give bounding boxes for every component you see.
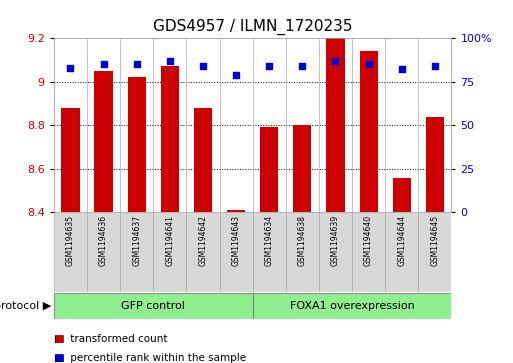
Bar — [392, 178, 411, 212]
Text: GSM1194639: GSM1194639 — [331, 215, 340, 266]
Text: GSM1194641: GSM1194641 — [165, 215, 174, 266]
Point — [199, 63, 207, 69]
Text: ■  percentile rank within the sample: ■ percentile rank within the sample — [54, 352, 246, 363]
Bar — [186, 212, 220, 292]
Text: GSM1194636: GSM1194636 — [99, 215, 108, 266]
Text: GFP control: GFP control — [121, 301, 185, 311]
Bar — [352, 212, 385, 292]
Bar — [252, 212, 286, 292]
Text: GSM1194634: GSM1194634 — [265, 215, 274, 266]
Bar — [153, 212, 186, 292]
Bar — [252, 293, 451, 319]
Text: GSM1194638: GSM1194638 — [298, 215, 307, 266]
Text: ■  transformed count: ■ transformed count — [54, 334, 167, 344]
Text: protocol ▶: protocol ▶ — [0, 301, 51, 311]
Bar — [54, 293, 252, 319]
Bar — [220, 212, 252, 292]
Bar — [293, 125, 311, 212]
Bar — [286, 212, 319, 292]
Bar — [94, 71, 113, 212]
Text: GSM1194635: GSM1194635 — [66, 215, 75, 266]
Text: ■: ■ — [54, 352, 64, 363]
Text: FOXA1 overexpression: FOXA1 overexpression — [290, 301, 415, 311]
Point — [265, 63, 273, 69]
Text: GSM1194645: GSM1194645 — [430, 215, 439, 266]
Point — [398, 66, 406, 72]
Bar — [87, 212, 120, 292]
Bar — [418, 212, 451, 292]
Bar — [426, 117, 444, 212]
Bar — [385, 212, 418, 292]
Text: ■: ■ — [54, 334, 64, 344]
Text: GSM1194637: GSM1194637 — [132, 215, 141, 266]
Point — [365, 61, 373, 67]
Bar — [360, 51, 378, 212]
Text: GSM1194644: GSM1194644 — [397, 215, 406, 266]
Bar — [319, 212, 352, 292]
Bar — [194, 108, 212, 212]
Point — [132, 61, 141, 67]
Point — [431, 63, 439, 69]
Bar — [120, 212, 153, 292]
Bar — [128, 77, 146, 212]
Bar — [62, 108, 80, 212]
Text: GSM1194643: GSM1194643 — [231, 215, 241, 266]
Title: GDS4957 / ILMN_1720235: GDS4957 / ILMN_1720235 — [153, 19, 352, 35]
Bar — [260, 127, 279, 212]
Bar — [161, 66, 179, 212]
Point — [232, 72, 240, 78]
Point — [66, 65, 74, 71]
Bar — [326, 38, 345, 212]
Text: GSM1194642: GSM1194642 — [199, 215, 207, 266]
Point — [298, 63, 306, 69]
Bar — [227, 210, 245, 212]
Text: GSM1194640: GSM1194640 — [364, 215, 373, 266]
Bar — [54, 212, 87, 292]
Point — [100, 61, 108, 67]
Point — [166, 58, 174, 64]
Point — [331, 58, 340, 64]
